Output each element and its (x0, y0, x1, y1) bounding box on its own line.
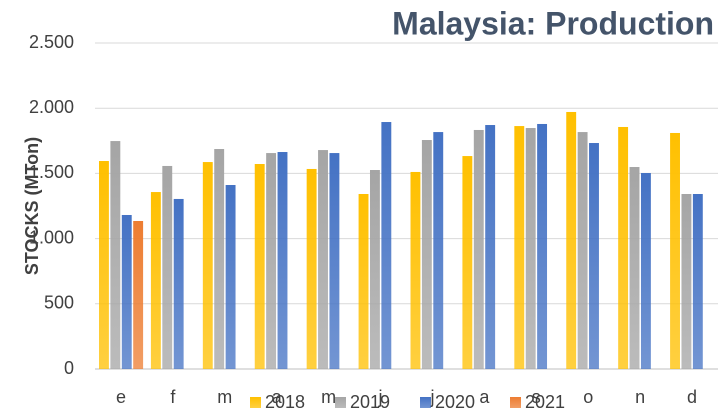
legend-label: 2021 (525, 392, 565, 412)
x-tick-label: m (321, 387, 336, 407)
legend-label: 2019 (350, 392, 390, 412)
bar (692, 194, 703, 369)
bar (537, 123, 548, 370)
bar (214, 149, 225, 369)
x-tick-label: j (429, 387, 434, 407)
bar (162, 165, 173, 369)
bar (202, 162, 213, 369)
legend-swatch (420, 397, 431, 408)
bar (329, 153, 340, 369)
x-tick-label: n (635, 387, 645, 407)
y-tick-label: 2.000 (29, 97, 74, 117)
bar (254, 164, 265, 369)
bar (514, 126, 525, 370)
x-tick-label: a (272, 387, 283, 407)
bar (99, 161, 109, 369)
bar (421, 140, 432, 369)
bar (473, 129, 484, 369)
legend-swatch (510, 397, 521, 408)
bar (589, 143, 599, 369)
bar (358, 194, 369, 369)
bar (681, 194, 692, 369)
bar (133, 220, 144, 369)
bar (225, 185, 236, 369)
bar (433, 132, 444, 369)
bar (150, 192, 161, 369)
legend-label: 2020 (435, 392, 475, 412)
x-tick-label: s (532, 387, 541, 407)
bar (306, 168, 317, 369)
bar (577, 132, 588, 369)
chart-title: Malaysia: Production (392, 5, 714, 41)
legend-label: 2018 (265, 392, 305, 412)
bar (121, 214, 132, 369)
x-tick-label: o (583, 387, 593, 407)
x-tick-label: m (217, 387, 232, 407)
y-tick-label: 1.500 (29, 162, 74, 182)
legend-swatch (335, 397, 346, 408)
x-tick-label: a (479, 387, 490, 407)
bar (485, 125, 496, 369)
bar (369, 170, 380, 369)
bar (410, 171, 421, 369)
legend-swatch (250, 397, 261, 408)
x-tick-label: f (170, 387, 176, 407)
bar (525, 128, 536, 369)
bar (629, 167, 640, 369)
bar (173, 198, 184, 369)
y-tick-label: 2.500 (29, 32, 74, 52)
bar (462, 156, 473, 369)
y-tick-label: 0 (64, 358, 74, 378)
bar (266, 153, 277, 369)
bar (640, 173, 651, 369)
y-tick-label: 500 (44, 293, 74, 313)
y-tick-label: 1.000 (29, 227, 74, 247)
bar (110, 141, 121, 369)
bar (566, 111, 577, 369)
x-tick-label: e (116, 387, 126, 407)
x-tick-label: j (378, 387, 383, 407)
bar (381, 122, 392, 369)
x-tick-label: d (687, 387, 697, 407)
bar (318, 150, 328, 369)
bar (670, 132, 680, 369)
y-axis-label: STOCKS (MTon) (22, 137, 42, 275)
bar (618, 126, 629, 369)
bar (277, 152, 288, 369)
